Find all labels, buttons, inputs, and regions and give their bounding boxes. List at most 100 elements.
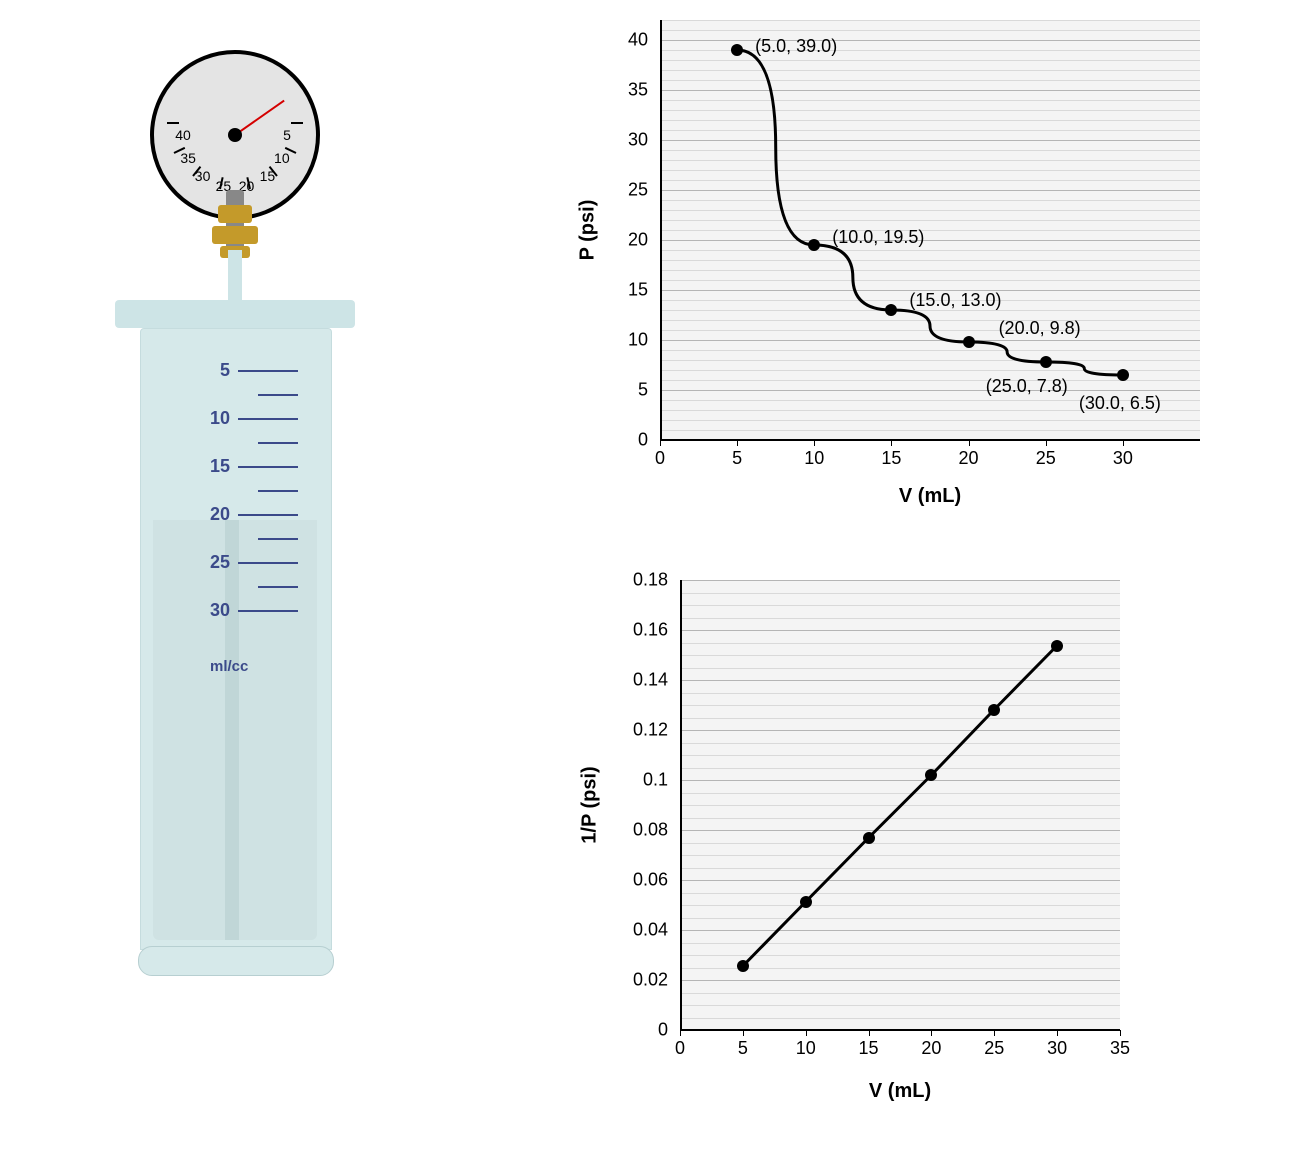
x-tick: [969, 440, 970, 446]
y-tick-label: 15: [560, 280, 648, 301]
y-tick-label: 10: [560, 330, 648, 351]
x-tick: [1123, 440, 1124, 446]
gauge-hub: [228, 128, 242, 142]
x-tick-label: 0: [675, 1038, 685, 1059]
data-point-label: (15.0, 13.0): [909, 290, 1001, 311]
syringe-scale-minor-tick: [258, 442, 298, 444]
x-tick: [1120, 1030, 1121, 1036]
x-tick: [1046, 440, 1047, 446]
syringe-units: ml/cc: [210, 658, 248, 675]
syringe-scale-number: 5: [200, 360, 230, 381]
gauge-tick: [291, 122, 303, 124]
y-tick-label: 30: [560, 130, 648, 151]
x-tick: [931, 1030, 932, 1036]
syringe-scale-tick: [238, 370, 298, 372]
syringe-scale-number: 10: [200, 408, 230, 429]
y-tick-label: 0.04: [560, 920, 668, 941]
syringe-apparatus: 510152025303540 ml/cc 51015202530: [60, 50, 410, 1110]
plot-area: [680, 580, 1120, 1030]
x-tick: [737, 440, 738, 446]
data-point-label: (5.0, 39.0): [755, 36, 837, 57]
chart-invp-vs-v: 1/P (psi) V (mL) 00.020.040.060.080.10.1…: [560, 570, 1240, 1130]
x-tick: [680, 1030, 681, 1036]
y-tick-label: 0.1: [560, 770, 668, 791]
brass-nut: [212, 226, 258, 244]
x-tick-label: 5: [732, 448, 742, 469]
syringe-scale-minor-tick: [258, 538, 298, 540]
y-tick-label: 0.02: [560, 970, 668, 991]
data-point: [800, 896, 812, 908]
y-tick-label: 0.18: [560, 570, 668, 591]
gauge-needle: [234, 100, 284, 136]
x-tick-label: 10: [796, 1038, 816, 1059]
x-tick-label: 25: [984, 1038, 1004, 1059]
x-tick-label: 15: [881, 448, 901, 469]
y-tick-label: 0: [560, 430, 648, 451]
gauge-number: 40: [175, 127, 191, 143]
data-point: [863, 832, 875, 844]
gauge-number: 5: [283, 127, 291, 143]
syringe-scale-tick: [238, 466, 298, 468]
syringe-scale-minor-tick: [258, 490, 298, 492]
x-tick-label: 0: [655, 448, 665, 469]
syringe-scale-minor-tick: [258, 586, 298, 588]
data-point-label: (30.0, 6.5): [1079, 393, 1161, 414]
x-tick-label: 20: [921, 1038, 941, 1059]
syringe-scale-number: 15: [200, 456, 230, 477]
syringe-scale-number: 30: [200, 600, 230, 621]
syringe-flange: [138, 946, 334, 976]
x-tick: [1057, 1030, 1058, 1036]
data-point-label: (20.0, 9.8): [999, 318, 1081, 339]
x-tick-label: 10: [804, 448, 824, 469]
brass-nut: [218, 205, 252, 223]
y-tick-label: 0.12: [560, 720, 668, 741]
gauge-number: 10: [274, 150, 290, 166]
x-tick: [891, 440, 892, 446]
x-tick-label: 30: [1113, 448, 1133, 469]
gauge-tick: [167, 122, 179, 124]
y-tick-label: 5: [560, 380, 648, 401]
syringe-scale-number: 25: [200, 552, 230, 573]
y-tick-label: 0.14: [560, 670, 668, 691]
y-tick-label: 0.16: [560, 620, 668, 641]
data-point: [988, 704, 1000, 716]
data-point: [1040, 356, 1052, 368]
x-tick: [869, 1030, 870, 1036]
syringe-scale-tick: [238, 514, 298, 516]
x-tick-label: 25: [1036, 448, 1056, 469]
charts-column: (5.0, 39.0) (10.0, 19.5) (15.0, 13.0) (20.0…: [560, 10, 1280, 1150]
x-tick-label: 15: [859, 1038, 879, 1059]
x-tick: [743, 1030, 744, 1036]
y-tick-label: 20: [560, 230, 648, 251]
data-point: [963, 336, 975, 348]
gauge-number: 30: [195, 168, 211, 184]
syringe-scale-number: 20: [200, 504, 230, 525]
y-tick-label: 40: [560, 30, 648, 51]
y-tick-label: 0: [560, 1020, 668, 1041]
syringe-shade: [225, 520, 239, 940]
x-tick-label: 5: [738, 1038, 748, 1059]
syringe-scale-minor-tick: [258, 394, 298, 396]
plot-area: (5.0, 39.0) (10.0, 19.5) (15.0, 13.0) (20.0…: [660, 20, 1200, 440]
x-axis-title: V (mL): [899, 485, 961, 508]
gauge-number: 35: [180, 150, 196, 166]
y-tick-label: 0.08: [560, 820, 668, 841]
x-tick-label: 20: [959, 448, 979, 469]
data-point: [1117, 369, 1129, 381]
data-point: [737, 960, 749, 972]
x-tick: [806, 1030, 807, 1036]
x-tick-label: 35: [1110, 1038, 1130, 1059]
data-point: [1051, 640, 1063, 652]
gauge-number: 15: [260, 168, 276, 184]
x-tick: [814, 440, 815, 446]
x-tick: [660, 440, 661, 446]
syringe-scale-tick: [238, 418, 298, 420]
x-axis-title: V (mL): [869, 1080, 931, 1103]
data-point-label: (25.0, 7.8): [986, 376, 1068, 397]
x-tick-label: 30: [1047, 1038, 1067, 1059]
y-tick-label: 35: [560, 80, 648, 101]
data-point-label: (10.0, 19.5): [832, 227, 924, 248]
y-tick-label: 25: [560, 180, 648, 201]
y-tick-label: 0.06: [560, 870, 668, 891]
chart-p-vs-v: (5.0, 39.0) (10.0, 19.5) (15.0, 13.0) (20.0…: [560, 10, 1240, 530]
